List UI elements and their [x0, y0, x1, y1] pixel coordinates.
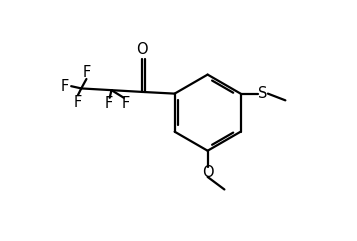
- Text: O: O: [136, 42, 147, 57]
- Text: F: F: [105, 96, 113, 111]
- Text: F: F: [61, 79, 69, 94]
- Text: F: F: [74, 95, 82, 110]
- Text: F: F: [83, 65, 91, 80]
- Text: F: F: [122, 96, 130, 111]
- Text: S: S: [258, 86, 268, 101]
- Text: O: O: [202, 165, 213, 180]
